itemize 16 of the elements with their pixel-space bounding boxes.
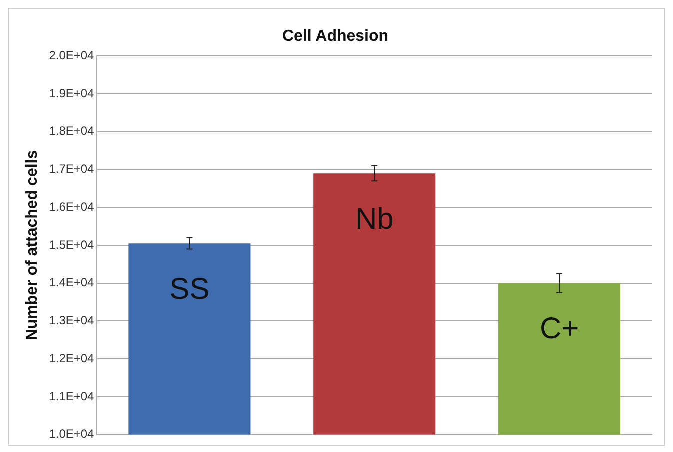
y-tick-label: 1.6E+04 — [49, 200, 95, 214]
y-tick-label: 1.2E+04 — [49, 351, 95, 366]
y-tick-label: 1.9E+04 — [49, 86, 95, 100]
x-tick-label: C+ — [540, 312, 580, 346]
y-axis-title: Number of attached cells — [24, 150, 42, 341]
y-tick-label: 1.8E+04 — [49, 124, 95, 138]
x-tick-label: SS — [170, 272, 210, 306]
chart-title: Cell Adhesion — [282, 28, 389, 46]
y-tick-label: 1.7E+04 — [49, 162, 95, 176]
y-tick-label: 1.5E+04 — [49, 238, 95, 252]
y-tick-label: 2.0E+04 — [49, 48, 95, 63]
y-tick-label: 1.4E+04 — [49, 276, 95, 290]
y-tick-label: 1.0E+04 — [49, 427, 95, 442]
y-tick-label: 1.1E+04 — [49, 389, 95, 404]
y-tick-label: 1.3E+04 — [49, 314, 95, 328]
x-tick-label: Nb — [355, 202, 394, 236]
